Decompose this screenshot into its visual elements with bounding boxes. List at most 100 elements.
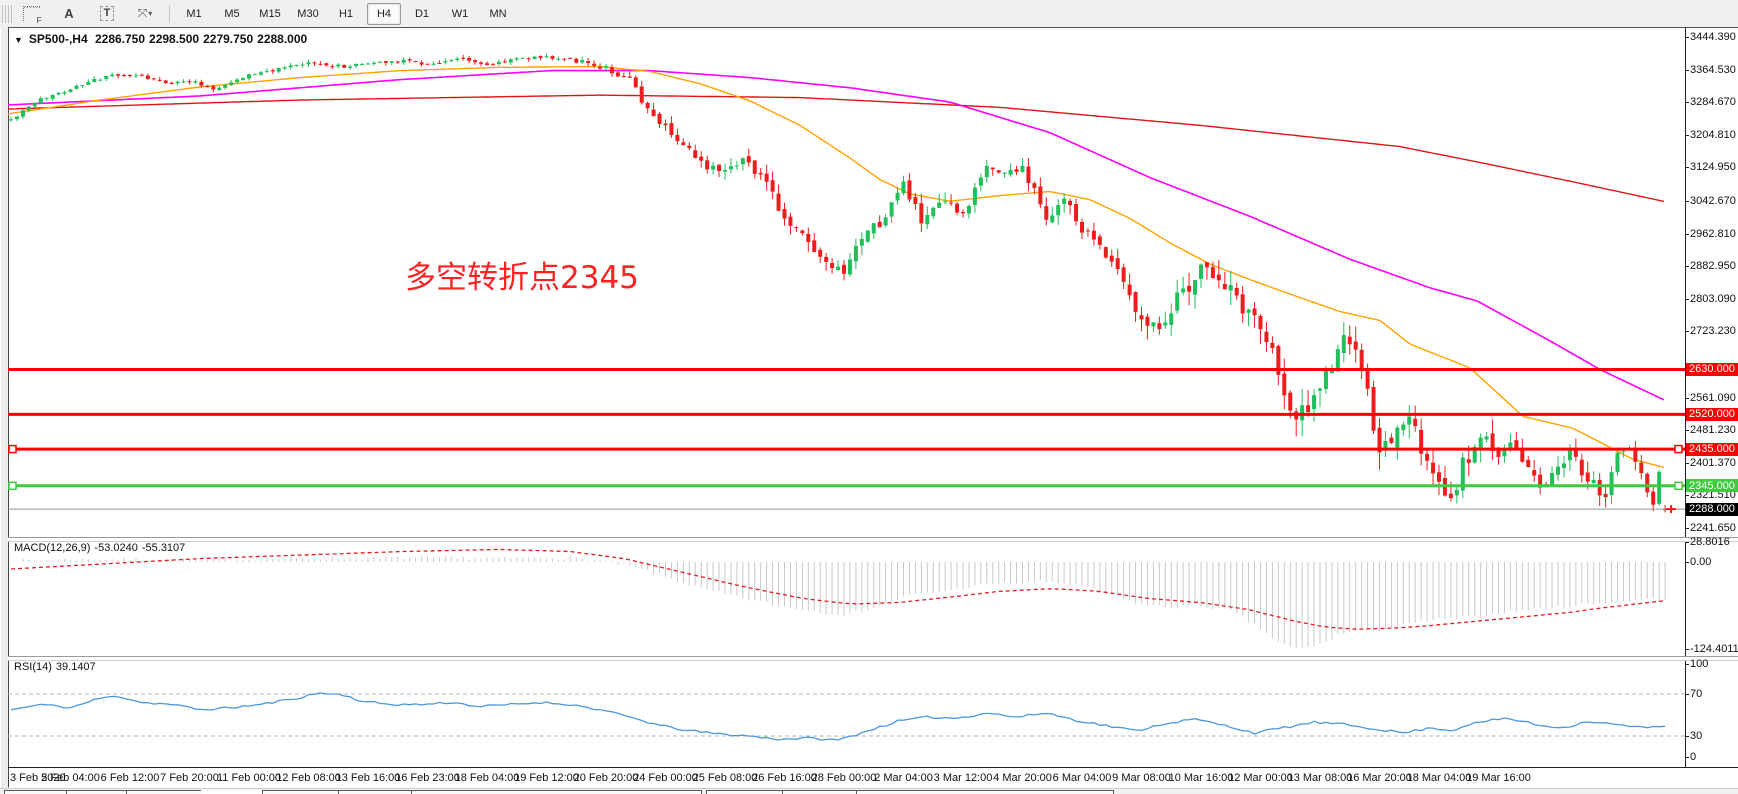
text-label-button[interactable]: T (90, 3, 124, 25)
timeframe-button-m1[interactable]: M1 (186, 7, 202, 20)
hline-handle-left[interactable] (8, 481, 17, 491)
chart-text-annotation[interactable]: 多空转折点2345 (405, 260, 639, 296)
price-tick-mark (1685, 200, 1689, 202)
x-axis-label: 16 Mar 20:00 (1347, 772, 1412, 784)
toolbar-separator (169, 4, 170, 23)
panel-separator-macd[interactable] (8, 537, 1738, 542)
hline-handle-right[interactable] (1674, 481, 1683, 491)
macd-main-value: -53.0240 (94, 542, 138, 554)
price-tick-label: 2723.230 (1690, 325, 1736, 338)
rsi-panel-canvas[interactable] (8, 659, 1685, 766)
bid-price-flag: 2288.000 (1686, 502, 1738, 516)
price-tick-label: 2241.650 (1690, 522, 1736, 534)
price-tick-mark (1685, 69, 1689, 71)
x-axis-label: 13 Feb 16:00 (335, 772, 401, 784)
macd-tick-label: -124.4011 (1690, 643, 1738, 656)
rsi-tick-label: 0 (1690, 751, 1697, 763)
x-axis-label: 5 Feb 04:00 (41, 772, 100, 784)
price-tick-mark (1685, 37, 1689, 38)
panel-separator-rsi[interactable] (8, 656, 1738, 661)
x-axis-label: 18 Mar 04:00 (1406, 772, 1472, 784)
x-axis-label: 25 Feb 08:00 (692, 772, 758, 784)
ma-mid-magenta-line (8, 69, 1665, 401)
chart-tab[interactable] (4, 790, 202, 794)
chart-tab-active[interactable] (201, 790, 263, 794)
price-tick-label: 2882.950 (1690, 260, 1736, 273)
price-tick-mark (1685, 167, 1689, 169)
period-separators-button[interactable]: F (14, 3, 48, 25)
x-axis-label: 9 Mar 08:00 (1112, 772, 1171, 784)
price-tick-label: 2481.230 (1690, 424, 1736, 437)
chart-frame-left-border (8, 27, 9, 787)
price-flag-2345.000: 2345.000 (1686, 479, 1738, 493)
timeframe-button-h1[interactable]: H1 (338, 7, 354, 20)
x-axis-label: 7 Feb 20:00 (160, 772, 219, 784)
timeframe-button-group: M1 M5 M15 M30 H1 H4 D1 W1 MN (175, 2, 517, 25)
price-tick-label: 2962.810 (1690, 227, 1736, 240)
macd-signal-line (10, 548, 1666, 630)
symbol-timeframe-label: SP500-,H4 (28, 32, 88, 46)
price-tick-mark (1685, 298, 1689, 300)
x-axis-label: 6 Mar 04:00 (1052, 772, 1112, 784)
open-value: 2286.750 (94, 32, 146, 46)
x-axis-label: 3 Mar 12:00 (933, 772, 993, 784)
x-axis-label: 6 Feb 12:00 (100, 772, 160, 784)
price-tick-label: 3124.950 (1690, 161, 1736, 174)
timeframe-button-m5[interactable]: M5 (224, 7, 240, 20)
chart-tab[interactable] (262, 790, 702, 794)
rsi-tick-label: 70 (1690, 688, 1703, 700)
price-flag-2630.000: 2630.000 (1686, 362, 1738, 376)
toolbar-grip[interactable] (2, 4, 12, 23)
x-axis-label: 12 Feb 08:00 (276, 772, 341, 784)
chart-tab[interactable] (706, 790, 1114, 794)
price-tick-mark (1685, 462, 1689, 464)
ohlc-toggle-arrow[interactable]: ▼ (14, 35, 23, 45)
timeframe-button-w1[interactable]: W1 (451, 7, 469, 20)
font-a-icon: A (64, 6, 74, 21)
price-flag-2520.000: 2520.000 (1686, 407, 1738, 421)
price-tick-label: 2561.090 (1690, 391, 1736, 404)
rsi-tick-mark (1685, 694, 1689, 695)
timeframe-button-m30[interactable]: M30 (297, 7, 319, 20)
hline-handle-left[interactable] (8, 444, 17, 454)
macd-tick-label: 0.00 (1690, 556, 1712, 568)
rsi-line (10, 692, 1666, 741)
macd-label: MACD(12,26,9) -53.0240 -55.3107 (14, 542, 186, 554)
x-axis-label: 19 Mar 16:00 (1466, 772, 1531, 784)
price-tick-mark (1685, 430, 1689, 432)
rsi-value: 39.1407 (55, 661, 96, 673)
rsi-tick-mark (1685, 736, 1689, 737)
period-separators-icon: F (22, 6, 42, 25)
price-tick-mark (1685, 528, 1689, 529)
high-value: 2298.500 (149, 32, 200, 46)
price-axis-divider (1685, 27, 1686, 767)
chart-tabs-strip[interactable] (0, 788, 1738, 794)
timeframe-button-mn[interactable]: MN (489, 7, 507, 20)
rsi-panel-bottom-border (8, 767, 1738, 768)
timeframe-button-h4[interactable]: H4 (367, 2, 401, 25)
arrow-objects-button[interactable]: ⤧ ▾ (128, 3, 162, 25)
price-tick-mark (1685, 397, 1689, 399)
main-chart-canvas[interactable] (8, 28, 1685, 537)
price-tick-label: 3204.810 (1690, 128, 1736, 141)
timeframe-button-m15[interactable]: M15 (259, 7, 281, 20)
price-tick-label: 3444.390 (1690, 31, 1736, 43)
x-axis-label: 24 Feb 00:00 (633, 772, 698, 784)
macd-histogram (10, 556, 1666, 649)
price-tick-label: 3364.530 (1690, 63, 1736, 76)
ma-fast-orange-line (8, 65, 1665, 469)
x-axis-label: 10 Mar 16:00 (1168, 772, 1234, 784)
macd-panel-canvas[interactable] (8, 540, 1685, 655)
macd-tick-mark (1685, 541, 1689, 543)
close-value: 2288.000 (257, 32, 308, 46)
timeframe-button-d1[interactable]: D1 (414, 7, 430, 20)
price-tick-mark (1685, 266, 1689, 268)
font-button[interactable]: A (52, 3, 86, 25)
rsi-tick-mark (1685, 664, 1689, 665)
hline-handle-right[interactable] (1674, 444, 1683, 454)
x-axis-label: 11 Feb 00:00 (216, 772, 282, 784)
price-tick-label: 2321.510 (1690, 489, 1736, 502)
macd-tick-mark (1685, 649, 1689, 651)
rsi-label: RSI(14) 39.1407 (14, 661, 96, 673)
